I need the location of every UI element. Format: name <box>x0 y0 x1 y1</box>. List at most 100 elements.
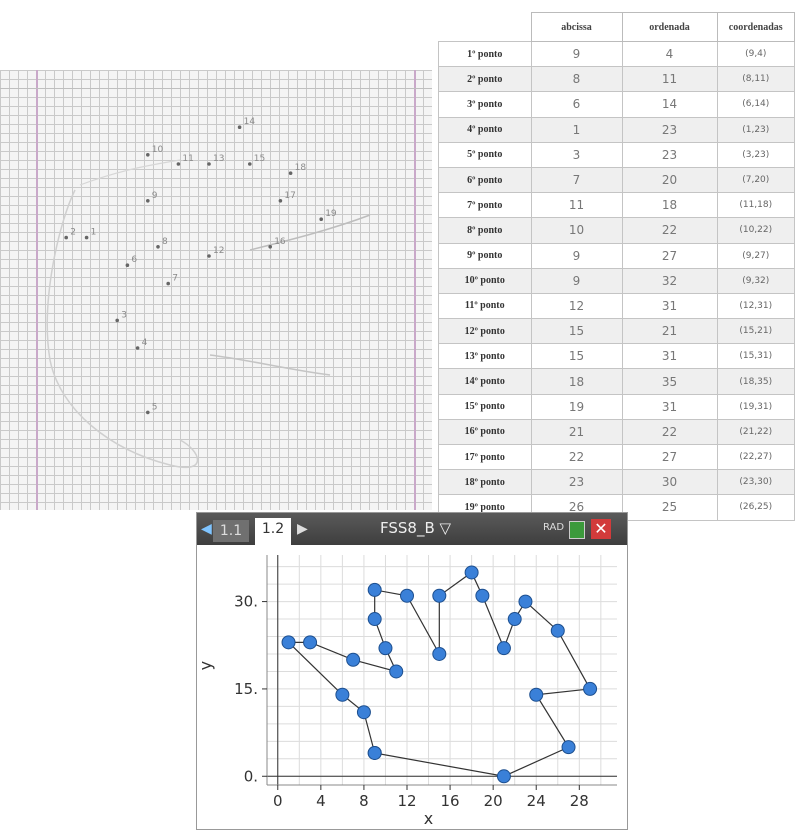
ordenada-value: 14 <box>621 91 718 118</box>
data-point[interactable] <box>389 664 404 679</box>
coord-value: (9,4) <box>716 40 795 68</box>
data-point[interactable] <box>303 635 318 650</box>
ordenada-value: 31 <box>621 343 718 370</box>
paper-point <box>237 125 242 129</box>
data-point[interactable] <box>378 641 393 656</box>
paper-point <box>64 235 68 240</box>
paper-point-label: 1 <box>91 228 97 238</box>
document-title-text: FSS8_B <box>380 519 435 537</box>
tab-1-2[interactable]: 1.2 <box>255 518 291 545</box>
document-title[interactable]: FSS8_B ▽ <box>380 519 451 537</box>
data-point[interactable] <box>281 635 296 650</box>
paper-point-label: 11 <box>182 154 193 164</box>
close-button[interactable]: ✕ <box>591 519 611 539</box>
data-point[interactable] <box>529 687 544 702</box>
row-label: 14º ponto <box>438 368 532 395</box>
paper-point-label: 13 <box>213 154 224 164</box>
table-header-abcissa: abcissa <box>530 12 623 42</box>
abcissa-value: 11 <box>530 192 623 219</box>
ordenada-value: 11 <box>621 66 718 93</box>
data-point[interactable] <box>346 652 361 667</box>
data-point[interactable] <box>496 641 511 656</box>
paper-point-label: 10 <box>152 145 164 155</box>
paper-point <box>146 410 150 415</box>
graph-area[interactable]: 0 4 8 12 16 20 24 28 0. 15. 30. x y <box>197 545 627 829</box>
coord-value: (26,25) <box>716 494 795 521</box>
graph-paper-photo: 5 4 3 2 1 6 7 8 9 10 11 12 13 14 15 16 17 18 19 <box>0 70 432 510</box>
data-point[interactable] <box>367 745 382 760</box>
data-point[interactable] <box>475 588 490 603</box>
abcissa-value: 3 <box>530 141 623 168</box>
coord-value: (15,21) <box>716 318 795 345</box>
data-point[interactable] <box>518 594 533 609</box>
row-label: 5º ponto <box>438 141 532 168</box>
ordenada-value: 27 <box>621 242 718 269</box>
data-point[interactable] <box>335 687 350 702</box>
paper-point <box>278 199 283 203</box>
coord-value: (1,23) <box>716 116 795 143</box>
row-label: 6º ponto <box>438 166 532 194</box>
ordenada-value: 31 <box>621 292 718 320</box>
row-label: 3º ponto <box>438 91 532 118</box>
data-point[interactable] <box>432 646 447 661</box>
ordenada-value: 32 <box>621 267 718 294</box>
data-point[interactable] <box>583 681 598 696</box>
paper-point <box>84 235 89 240</box>
ordenada-value: 22 <box>621 217 718 244</box>
angle-mode-indicator: RAD <box>543 522 565 533</box>
data-point[interactable] <box>367 612 382 627</box>
paper-point <box>146 199 150 203</box>
coord-value: (9,27) <box>716 242 795 269</box>
paper-point <box>207 254 211 258</box>
data-point[interactable] <box>367 582 382 597</box>
x-tick-label: 0 <box>273 792 283 810</box>
data-point[interactable] <box>356 705 371 720</box>
abcissa-value: 10 <box>530 217 623 244</box>
abcissa-value: 15 <box>530 343 623 370</box>
table-row: 7º ponto 11 18 (11,18) <box>438 192 795 219</box>
row-label: 8º ponto <box>438 217 532 244</box>
table-row: 10º ponto 9 32 (9,32) <box>438 267 795 294</box>
data-point[interactable] <box>432 588 447 603</box>
paper-point <box>288 171 293 175</box>
x-tick-label: 16 <box>441 792 460 810</box>
coord-value: (21,22) <box>716 418 795 446</box>
paper-point <box>166 281 170 286</box>
tab-next-arrow-icon[interactable]: ▶ <box>297 521 308 537</box>
paper-point <box>176 162 181 166</box>
coordinates-table: abcissa ordenada coordenadas 1º ponto 9 4(… <box>438 12 795 521</box>
paper-point-label: 16 <box>274 237 286 247</box>
ordenada-value: 23 <box>621 116 718 143</box>
table-header-coordenadas: coordenadas <box>716 12 795 42</box>
paper-point <box>248 162 252 166</box>
row-label: 15º ponto <box>438 393 532 420</box>
paper-point <box>268 245 273 249</box>
tab-1-1[interactable]: 1.1 <box>213 520 249 542</box>
coord-value: (22,27) <box>716 443 795 471</box>
paper-point <box>146 153 150 157</box>
data-point[interactable] <box>561 740 576 755</box>
paper-point <box>207 162 211 166</box>
table-row: 15º ponto 19 31 (19,31) <box>438 393 795 420</box>
data-point[interactable] <box>464 565 479 580</box>
chevron-down-icon: ▽ <box>439 519 452 537</box>
paper-point <box>319 217 324 221</box>
coord-value: (18,35) <box>716 368 795 395</box>
table-row: 5º ponto 3 23 (3,23) <box>438 141 795 168</box>
calculator-toolbar: ◀ 1.1 1.2 ▶ FSS8_B ▽ RAD ✕ <box>197 513 627 545</box>
coord-value: (8,11) <box>716 66 795 93</box>
data-point[interactable] <box>400 588 414 603</box>
x-tick-label: 4 <box>316 792 326 810</box>
data-point[interactable] <box>507 612 522 627</box>
row-label: 17º ponto <box>438 443 532 471</box>
y-axis-label: y <box>197 661 215 670</box>
abcissa-value: 8 <box>530 66 623 93</box>
abcissa-value: 6 <box>530 91 623 118</box>
data-point[interactable] <box>550 623 565 638</box>
data-point[interactable] <box>496 769 511 784</box>
x-tick-label: 24 <box>527 792 546 810</box>
tab-prev-arrow-icon[interactable]: ◀ <box>201 521 212 537</box>
abcissa-value: 18 <box>530 368 623 395</box>
paper-point <box>115 318 119 323</box>
coord-value: (19,31) <box>716 393 795 420</box>
